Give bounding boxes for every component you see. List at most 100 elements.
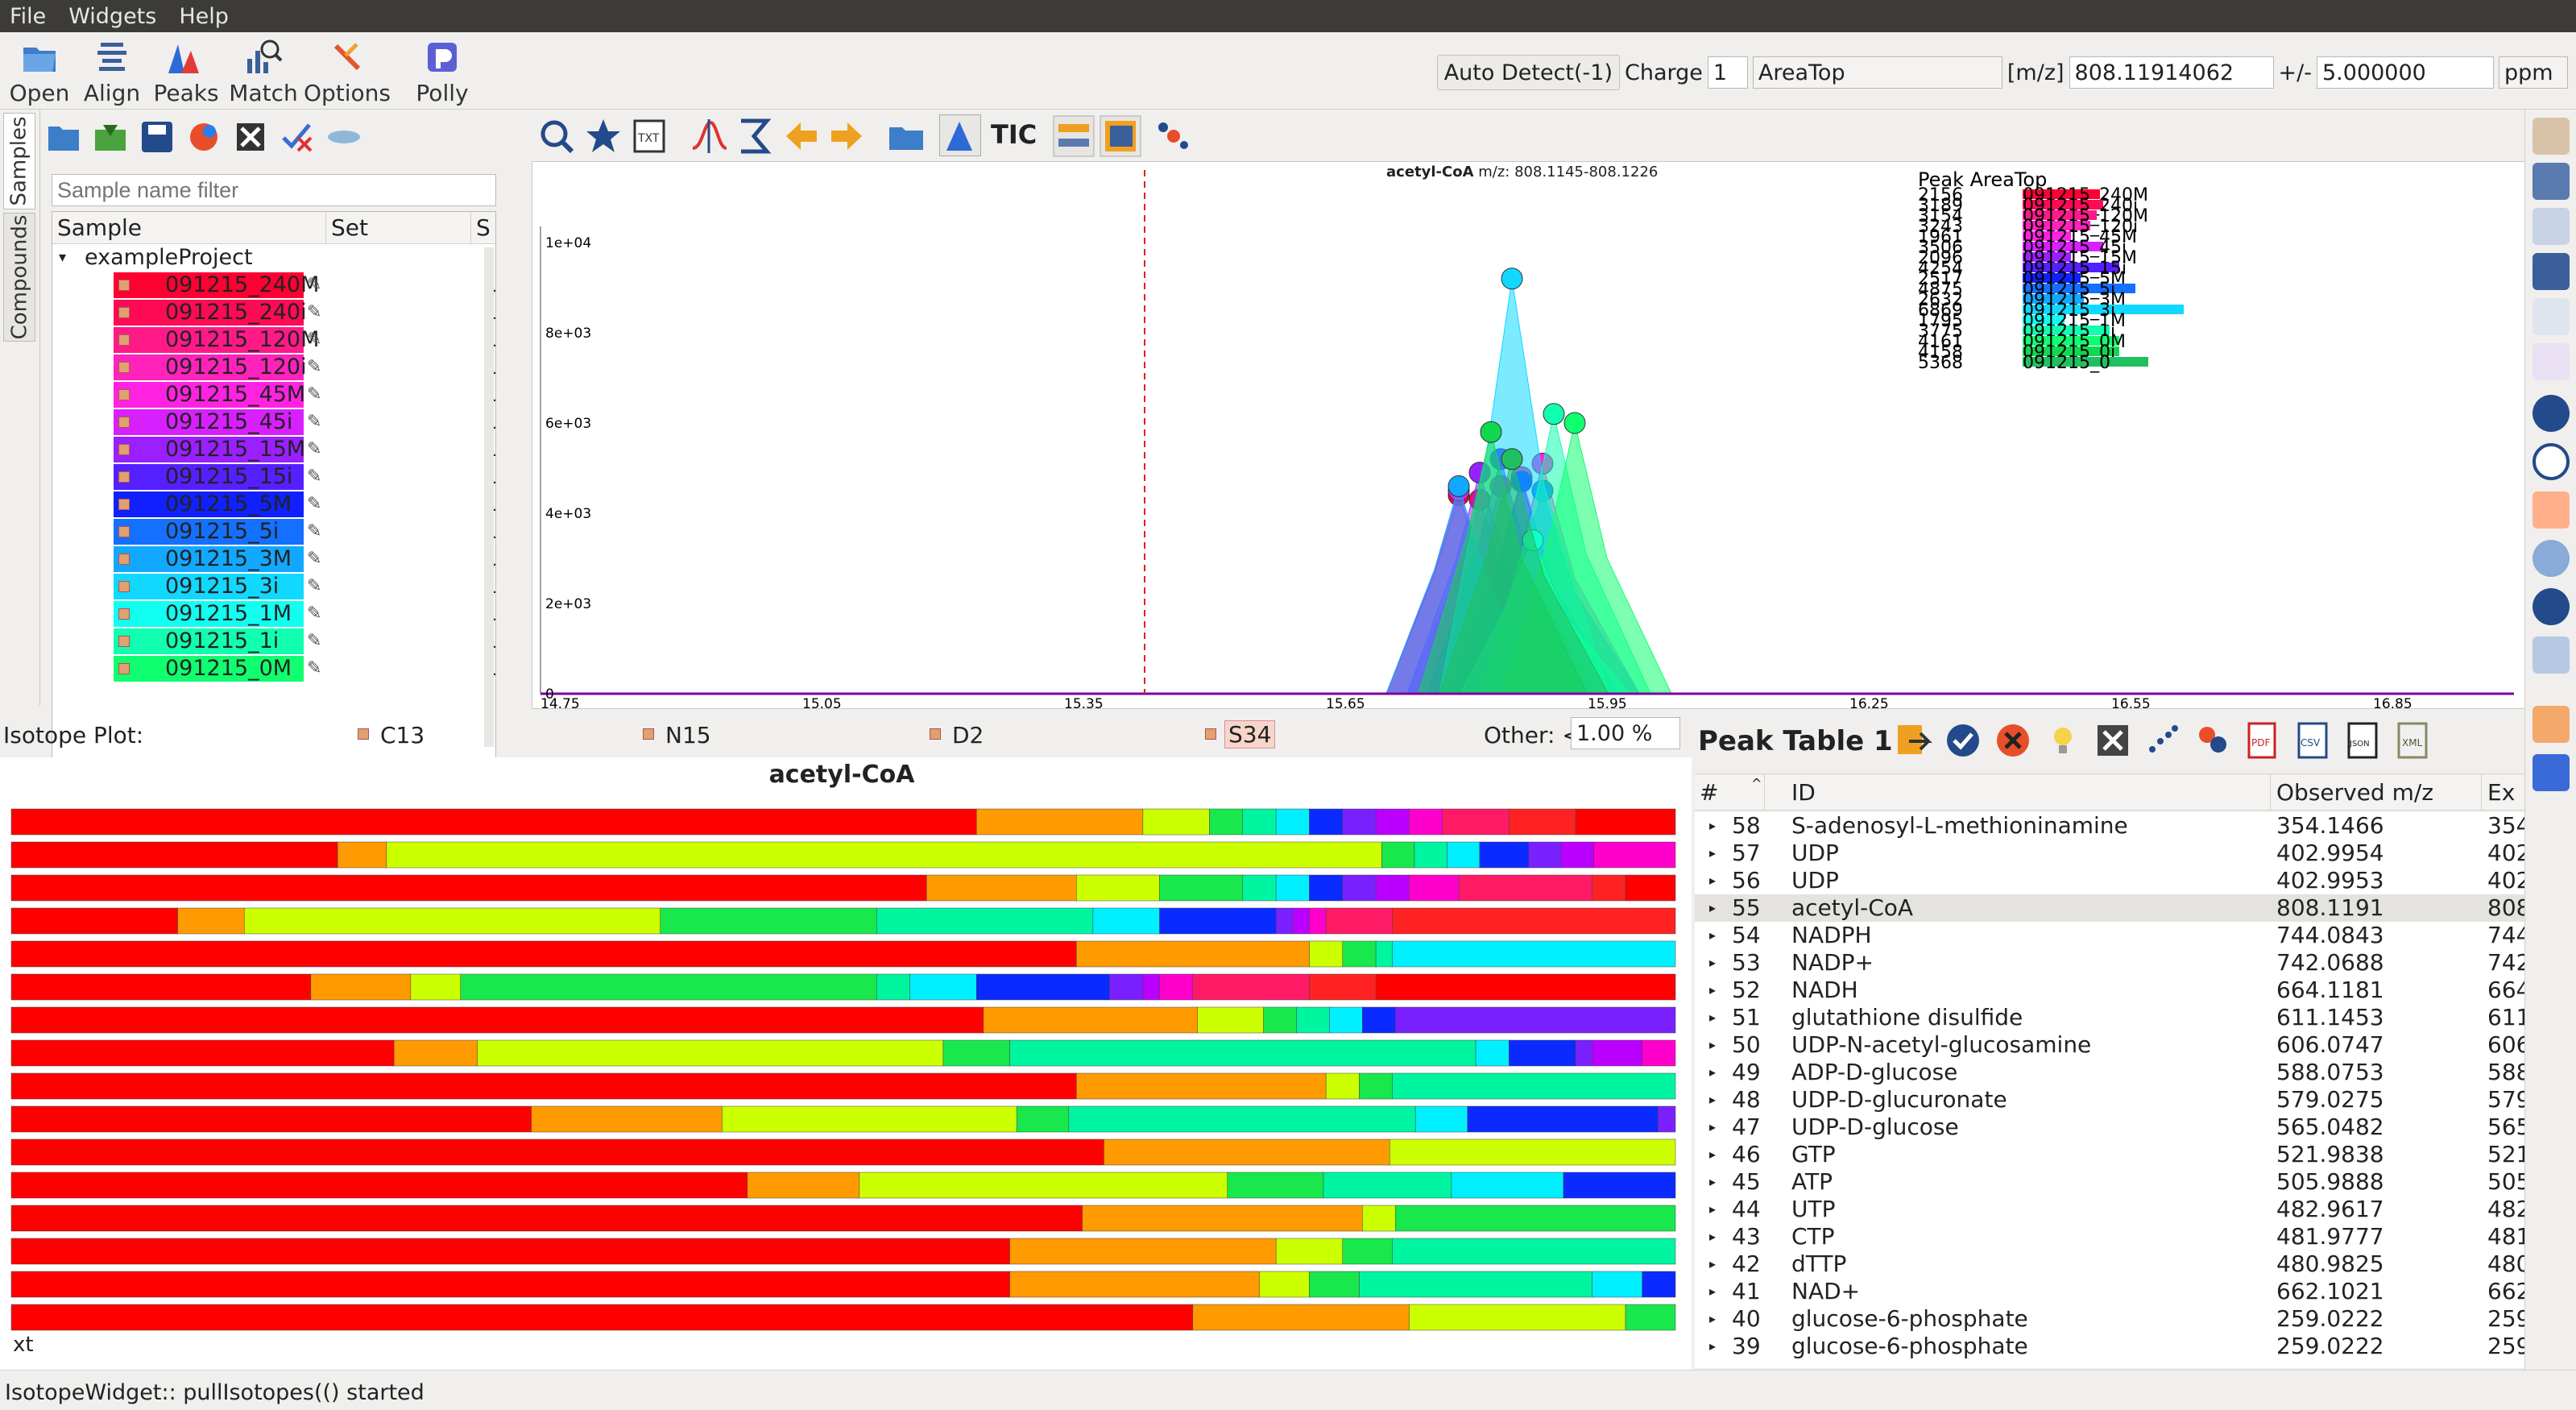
peak-table-row[interactable]: ▸ 43 CTP 481.9777 481 (1695, 1223, 2524, 1250)
widget-lines-icon[interactable] (2533, 343, 2570, 380)
import-icon[interactable] (92, 118, 129, 156)
sample-checkbox[interactable] (118, 444, 130, 455)
edit-pencil-icon[interactable]: ✎ (307, 330, 322, 350)
widget-bars-icon[interactable] (2533, 253, 2570, 290)
peak-table-row[interactable]: ▸ 55 acetyl-CoA 808.1191 808 (1695, 894, 2524, 922)
align-button[interactable]: Align (76, 35, 148, 106)
peaks-button[interactable]: Peaks (150, 35, 222, 106)
peak-table-row[interactable]: ▸ 49 ADP-D-glucose 588.0753 588 (1695, 1059, 2524, 1086)
sample-checkbox[interactable] (118, 663, 130, 674)
row-expand-icon[interactable]: ▸ (1709, 1338, 1717, 1354)
sample-checkbox[interactable] (118, 554, 130, 565)
eic-peak-marker[interactable] (1480, 421, 1502, 443)
isotope-bar-plot[interactable]: acetyl-CoA xt (0, 757, 1692, 1370)
isotope-stacked-bar[interactable] (10, 1072, 1676, 1100)
peak-table-row[interactable]: ▸ 56 UDP 402.9953 402 (1695, 867, 2524, 894)
sample-filter-input[interactable] (52, 174, 496, 206)
sample-row[interactable]: 091215_5i✎1. (52, 518, 495, 545)
save-icon[interactable] (139, 118, 176, 156)
edit-pencil-icon[interactable]: ✎ (307, 439, 322, 459)
menu-help[interactable]: Help (179, 3, 229, 29)
col-s[interactable]: S (476, 214, 491, 241)
color-samples-icon[interactable] (185, 118, 222, 156)
row-expand-icon[interactable]: ▸ (1709, 873, 1717, 888)
edit-pencil-icon[interactable]: ✎ (307, 549, 322, 569)
sample-row[interactable]: 091215_1M✎1. (52, 600, 495, 628)
sample-checkbox[interactable] (118, 362, 130, 373)
row-expand-icon[interactable]: ▸ (1709, 1174, 1717, 1189)
sample-checkbox[interactable] (118, 307, 130, 318)
integrate-icon[interactable] (690, 116, 730, 156)
isotope-stacked-bar[interactable] (10, 1205, 1676, 1232)
show-bars-icon[interactable] (1099, 114, 1142, 158)
peak-table-row[interactable]: ▸ 57 UDP 402.9954 402 (1695, 840, 2524, 867)
edit-pencil-icon[interactable]: ✎ (307, 357, 322, 377)
mz-input[interactable]: 808.11914062 (2069, 56, 2274, 89)
widget-compounds-icon[interactable] (2533, 163, 2570, 200)
col-id[interactable]: ID (1791, 779, 1816, 806)
sample-row[interactable]: 091215_240M✎1. (52, 272, 495, 299)
lightbulb-icon[interactable] (2043, 720, 2083, 761)
edit-pencil-icon[interactable]: ✎ (307, 494, 322, 514)
row-expand-icon[interactable]: ▸ (1709, 1119, 1717, 1134)
peak-table-row[interactable]: ▸ 41 NAD+ 662.1021 662 (1695, 1278, 2524, 1305)
row-expand-icon[interactable]: ▸ (1709, 1010, 1717, 1025)
sample-row[interactable]: 091215_15M✎1. (52, 436, 495, 463)
tolerance-unit-select[interactable]: ppm (2499, 56, 2568, 89)
peak-table-row[interactable]: ▸ 48 UDP-D-glucuronate 579.0275 579 (1695, 1086, 2524, 1113)
widget-search-icon[interactable] (2533, 443, 2570, 480)
other-threshold-spinbox[interactable]: 1.00 % (1571, 717, 1680, 749)
isotope-stacked-bar[interactable] (10, 1238, 1676, 1265)
edit-pencil-icon[interactable]: ✎ (307, 275, 322, 295)
bookmark-star-icon[interactable] (583, 116, 623, 156)
back-arrow-icon[interactable] (781, 116, 822, 156)
edit-pencil-icon[interactable]: ✎ (307, 521, 322, 541)
row-expand-icon[interactable]: ▸ (1709, 818, 1717, 833)
sample-row[interactable]: 091215_45M✎1. (52, 381, 495, 408)
snapshot-icon[interactable] (1153, 116, 1194, 156)
col-observed-mz[interactable]: Observed m/z (2276, 779, 2434, 806)
check-all-icon[interactable] (279, 118, 316, 156)
project-node[interactable]: ▾ exampleProject (59, 245, 253, 270)
sample-row[interactable]: 091215_3i✎1. (52, 573, 495, 600)
col-expected[interactable]: Ex (2487, 779, 2516, 806)
widget-mz-icon[interactable] (2533, 208, 2570, 245)
peak-table-row[interactable]: ▸ 52 NADH 664.1181 664 (1695, 977, 2524, 1004)
isotope-stacked-bar[interactable] (10, 1105, 1676, 1133)
menu-file[interactable]: File (10, 3, 47, 29)
sample-row[interactable]: 091215_1i✎1. (52, 628, 495, 655)
sample-checkbox[interactable] (118, 636, 130, 647)
row-expand-icon[interactable]: ▸ (1709, 955, 1717, 970)
widget-covariance-icon[interactable] (2533, 395, 2570, 432)
edit-pencil-icon[interactable]: ✎ (307, 603, 322, 624)
peak-table-row[interactable]: ▸ 54 NADPH 744.0843 744 (1695, 922, 2524, 949)
c13-checkbox[interactable] (358, 728, 369, 740)
widget-isotopes-icon[interactable] (2533, 706, 2570, 743)
export-json-icon[interactable]: JSON (2342, 720, 2383, 761)
isotope-stacked-bar[interactable] (10, 808, 1676, 836)
peak-table-row[interactable]: ▸ 46 GTP 521.9838 521 (1695, 1141, 2524, 1168)
eic-peak-marker[interactable] (1501, 267, 1523, 290)
cluster-icon[interactable] (2193, 720, 2233, 761)
sample-checkbox[interactable] (118, 608, 130, 620)
widget-fragments-icon[interactable] (2533, 637, 2570, 674)
edit-pencil-icon[interactable]: ✎ (307, 467, 322, 487)
widget-peaks-icon[interactable] (2533, 491, 2570, 529)
edit-pencil-icon[interactable]: ✎ (307, 302, 322, 322)
scatter-plot-icon[interactable] (2143, 720, 2183, 761)
peak-table-row[interactable]: ▸ 39 glucose-6-phosphate 259.0222 259 (1695, 1333, 2524, 1360)
row-expand-icon[interactable]: ▸ (1709, 1284, 1717, 1299)
peak-table-row[interactable]: ▸ 45 ATP 505.9888 505 (1695, 1168, 2524, 1196)
sample-row[interactable]: 091215_3M✎1. (52, 545, 495, 573)
tab-compounds[interactable]: Compounds (3, 213, 35, 342)
sample-checkbox[interactable] (118, 389, 130, 400)
isotope-stacked-bar[interactable] (10, 907, 1676, 935)
s34-checkbox[interactable] (1205, 728, 1216, 740)
delete-peaks-icon[interactable] (2093, 720, 2133, 761)
edit-pencil-icon[interactable]: ✎ (307, 631, 322, 651)
show-legend-icon[interactable] (1052, 114, 1095, 158)
eic-peak-marker[interactable] (1543, 403, 1565, 425)
sample-row[interactable]: 091215_120i✎1. (52, 354, 495, 381)
mark-good-icon[interactable] (1943, 720, 1983, 761)
sigma-sum-icon[interactable] (735, 116, 775, 156)
